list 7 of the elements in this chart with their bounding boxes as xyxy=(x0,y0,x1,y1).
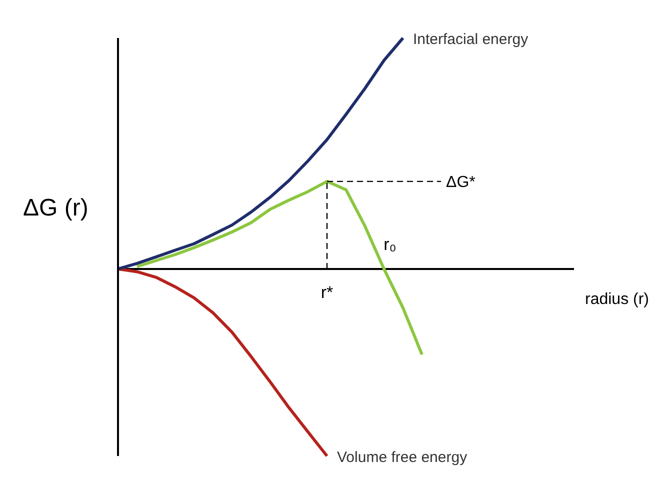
series-label: Volume free energy xyxy=(337,449,468,466)
y-axis-title: ΔG (r) xyxy=(23,194,88,222)
x-axis-title: radius (r) xyxy=(584,290,649,308)
annotation: r* xyxy=(320,283,334,302)
ref-line-label: ΔG* xyxy=(446,174,476,192)
series-label: Interfacial energy xyxy=(413,31,529,48)
annotation: r₀ xyxy=(384,234,396,254)
